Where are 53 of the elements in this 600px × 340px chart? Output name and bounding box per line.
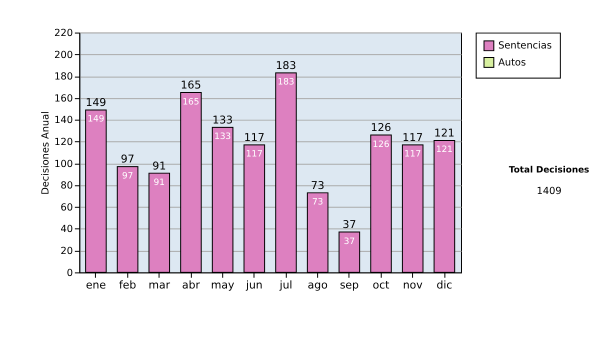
x-tick-label: ago — [308, 278, 328, 292]
y-tick-label: 0 — [66, 268, 73, 279]
x-tick-label: sep — [340, 278, 360, 292]
y-tick-label: 60 — [60, 202, 73, 214]
data-label: 133 — [214, 132, 232, 142]
total-label: 37 — [342, 218, 356, 232]
total-label: 117 — [402, 130, 423, 144]
y-tick-label: 220 — [54, 28, 73, 39]
y-tick-label: 140 — [54, 115, 73, 126]
total-label: 183 — [276, 58, 296, 72]
x-tick-label: jul — [278, 278, 292, 292]
data-label: 37 — [344, 236, 355, 247]
x-tick-label: abr — [182, 278, 200, 292]
data-label: 165 — [182, 97, 200, 108]
y-axis-title: Decisiones Anual — [40, 111, 52, 195]
text: Total Decisiones — [508, 166, 590, 176]
total-label: 91 — [152, 159, 166, 172]
total-label: 126 — [370, 121, 392, 134]
data-label: 91 — [154, 178, 165, 188]
data-label: 73 — [312, 198, 324, 208]
total-label: 73 — [310, 178, 325, 192]
x-tick-label: feb — [118, 278, 136, 292]
x-tick-label: may — [210, 278, 235, 292]
y-tick-label: 20 — [60, 246, 73, 258]
data-label: 97 — [122, 171, 134, 182]
y-tick-label: 180 — [54, 72, 73, 83]
data-label: 126 — [372, 140, 390, 150]
y-tick-label: 160 — [54, 93, 73, 104]
y-tick-label: 120 — [54, 137, 73, 148]
text: 1409 — [536, 186, 562, 198]
x-tick-label: mar — [148, 278, 171, 292]
total-label: 97 — [120, 152, 134, 166]
x-tick-label: dic — [436, 278, 452, 292]
y-tick-label: 80 — [60, 180, 73, 192]
data-label: 121 — [436, 145, 453, 156]
legend-label: Autos — [498, 57, 526, 68]
total-label: 165 — [180, 78, 202, 92]
x-tick-label: jun — [244, 278, 263, 292]
data-label: 117 — [246, 150, 263, 160]
total-label: 149 — [86, 96, 106, 110]
y-tick-label: 100 — [54, 158, 73, 170]
x-tick-label: ene — [86, 278, 106, 292]
y-tick-label: 200 — [54, 50, 73, 61]
data-label: 117 — [404, 150, 422, 160]
y-tick-label: 40 — [60, 224, 73, 236]
x-tick-label: oct — [372, 278, 390, 292]
data-label: 149 — [88, 114, 104, 125]
x-tick-label: nov — [402, 278, 424, 292]
legend-label: Sentencias — [498, 40, 552, 52]
total-label: 121 — [434, 126, 455, 140]
data-label: 183 — [278, 78, 294, 88]
total-label: 133 — [212, 113, 233, 126]
total-label: 117 — [244, 130, 265, 144]
